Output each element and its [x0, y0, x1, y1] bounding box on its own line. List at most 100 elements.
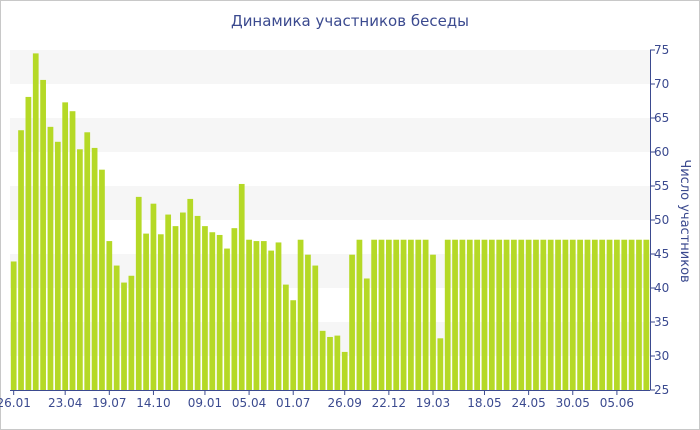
bar: [297, 239, 304, 390]
bar: [224, 248, 230, 390]
x-tick-label: 05.06: [600, 396, 634, 410]
bar: [305, 254, 311, 390]
bar: [165, 214, 172, 390]
x-tick-label: 19.07: [92, 396, 126, 410]
x-tick-label: 18.05: [467, 396, 501, 410]
y-tick-label: 45: [654, 247, 669, 261]
bar: [246, 239, 252, 390]
bar: [525, 239, 532, 390]
bar: [430, 254, 436, 390]
bar: [282, 284, 289, 390]
bar: [84, 132, 91, 390]
x-tick-label: 01.07: [276, 396, 310, 410]
bar: [591, 239, 598, 390]
x-axis: 26.01 23.04 19.07 14.10 09.01 05.04 01.07 26.09…: [0, 390, 650, 410]
x-tick-label: 26.01: [0, 396, 31, 410]
bar: [481, 239, 488, 390]
bar: [62, 102, 69, 391]
bar: [319, 330, 326, 390]
y-tick-label: 25: [654, 383, 669, 397]
bar: [32, 53, 39, 391]
bar: [584, 239, 591, 390]
bar: [54, 141, 61, 390]
bar: [547, 239, 554, 390]
bar: [275, 242, 282, 390]
bar: [194, 215, 201, 390]
bar: [562, 239, 569, 390]
x-tick-label: 26.09: [328, 396, 362, 410]
bar: [452, 239, 458, 390]
bar: [444, 239, 451, 390]
bar: [555, 239, 561, 390]
bar: [488, 239, 495, 390]
bar: [459, 239, 466, 390]
bar: [260, 241, 267, 390]
bar: [25, 96, 32, 391]
bar: [180, 212, 186, 390]
bar: [91, 147, 98, 390]
bar: [636, 239, 642, 390]
bar: [385, 239, 392, 390]
x-tick-label: 14.10: [136, 396, 170, 410]
bar: [106, 241, 113, 390]
grid-band: [10, 254, 650, 288]
bar: [290, 300, 297, 390]
y-tick-label: 50: [654, 213, 669, 227]
bar: [99, 169, 105, 390]
y-axis: 25 30 35 40 45 50 55 60 65 70 75: [650, 43, 669, 397]
bar: [606, 239, 613, 390]
bar: [614, 239, 620, 390]
bar: [238, 183, 245, 390]
bar: [150, 203, 157, 390]
bar: [231, 228, 238, 390]
bar: [128, 275, 135, 390]
y-tick-label: 75: [654, 43, 669, 57]
bar: [621, 239, 628, 390]
bar: [540, 239, 547, 390]
x-tick-label: 30.05: [556, 396, 590, 410]
bar: [334, 335, 341, 390]
bar: [135, 196, 142, 390]
grid-band: [10, 118, 650, 152]
bar: [209, 232, 216, 390]
bar: [356, 239, 363, 390]
bar: [518, 239, 525, 390]
bar: [268, 250, 275, 390]
bar: [533, 239, 539, 390]
grid-bands: [10, 50, 650, 356]
bar: [349, 254, 355, 390]
bar: [577, 239, 583, 390]
y-tick-label: 30: [654, 349, 669, 363]
bar: [415, 239, 422, 390]
bar: [503, 239, 510, 390]
bar: [10, 261, 17, 390]
bar: [378, 239, 385, 390]
bar: [172, 226, 179, 390]
grid-band: [10, 186, 650, 220]
bar: [511, 239, 517, 390]
y-tick-label: 60: [654, 145, 669, 159]
bar: [599, 239, 606, 390]
bar: [216, 234, 223, 390]
bar: [113, 265, 120, 390]
bar: [187, 198, 194, 390]
x-tick-label: 23.04: [48, 396, 82, 410]
bar: [341, 351, 348, 390]
x-tick-label: 24.05: [511, 396, 545, 410]
y-tick-label: 65: [654, 111, 669, 125]
bar: [143, 233, 149, 390]
bar: [643, 239, 650, 390]
bar: [77, 149, 83, 390]
x-tick-label: 19.03: [416, 396, 450, 410]
y-axis-title: Число участников: [677, 159, 692, 282]
bar: [121, 282, 127, 390]
bar: [18, 130, 24, 391]
y-tick-label: 55: [654, 179, 669, 193]
bar: [371, 239, 378, 390]
bar: [422, 239, 429, 390]
y-tick-label: 35: [654, 315, 669, 329]
bar: [40, 79, 46, 391]
bar: [253, 241, 260, 390]
y-tick-label: 70: [654, 77, 669, 91]
chart-title: Динамика участников беседы: [230, 12, 470, 30]
